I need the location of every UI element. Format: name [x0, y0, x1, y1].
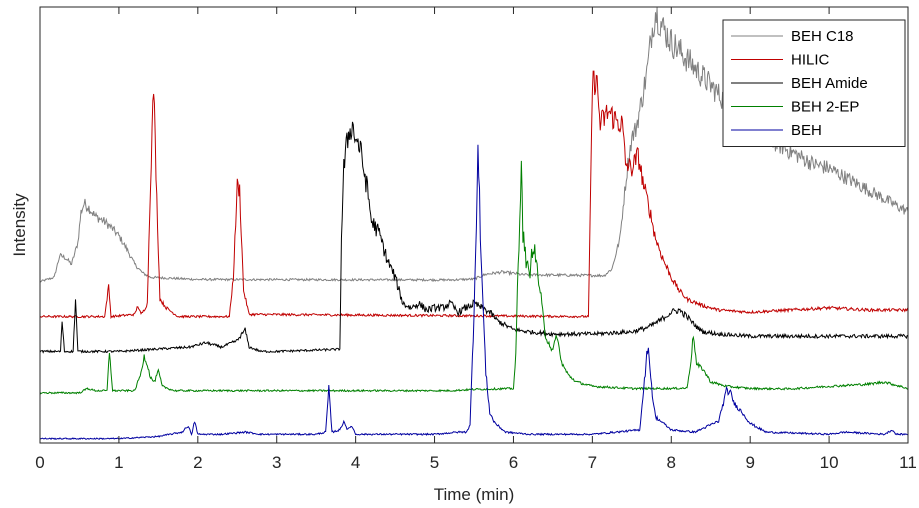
- legend-label: BEH 2-EP: [791, 99, 859, 116]
- x-tick-label: 2: [193, 453, 202, 472]
- x-tick-label: 0: [35, 453, 44, 472]
- series-line-beh: [39, 144, 909, 441]
- x-axis-ticks: 0 1 2 3 4 5 6 7 8 9 10 11: [35, 7, 917, 472]
- legend-label: HILIC: [791, 52, 830, 69]
- x-axis-label: Time (min): [434, 485, 515, 504]
- x-tick-label: 11: [899, 453, 917, 472]
- x-tick-label: 4: [351, 453, 360, 472]
- legend: BEH C18 HILIC BEH Amide BEH 2-EP BEH: [722, 19, 906, 147]
- y-axis-label: Intensity: [10, 193, 29, 257]
- series-line-beh-2-ep: [39, 160, 909, 395]
- legend-label: BEH: [791, 122, 822, 139]
- x-tick-label: 10: [820, 453, 839, 472]
- x-tick-label: 9: [745, 453, 754, 472]
- x-tick-label: 5: [430, 453, 439, 472]
- x-tick-label: 1: [114, 453, 123, 472]
- x-tick-label: 3: [272, 453, 281, 472]
- legend-label: BEH C18: [791, 28, 854, 45]
- legend-label: BEH Amide: [791, 75, 868, 92]
- x-tick-label: 8: [667, 453, 676, 472]
- x-tick-label: 7: [588, 453, 597, 472]
- plot-frame: [39, 6, 909, 444]
- x-tick-label: 6: [509, 453, 518, 472]
